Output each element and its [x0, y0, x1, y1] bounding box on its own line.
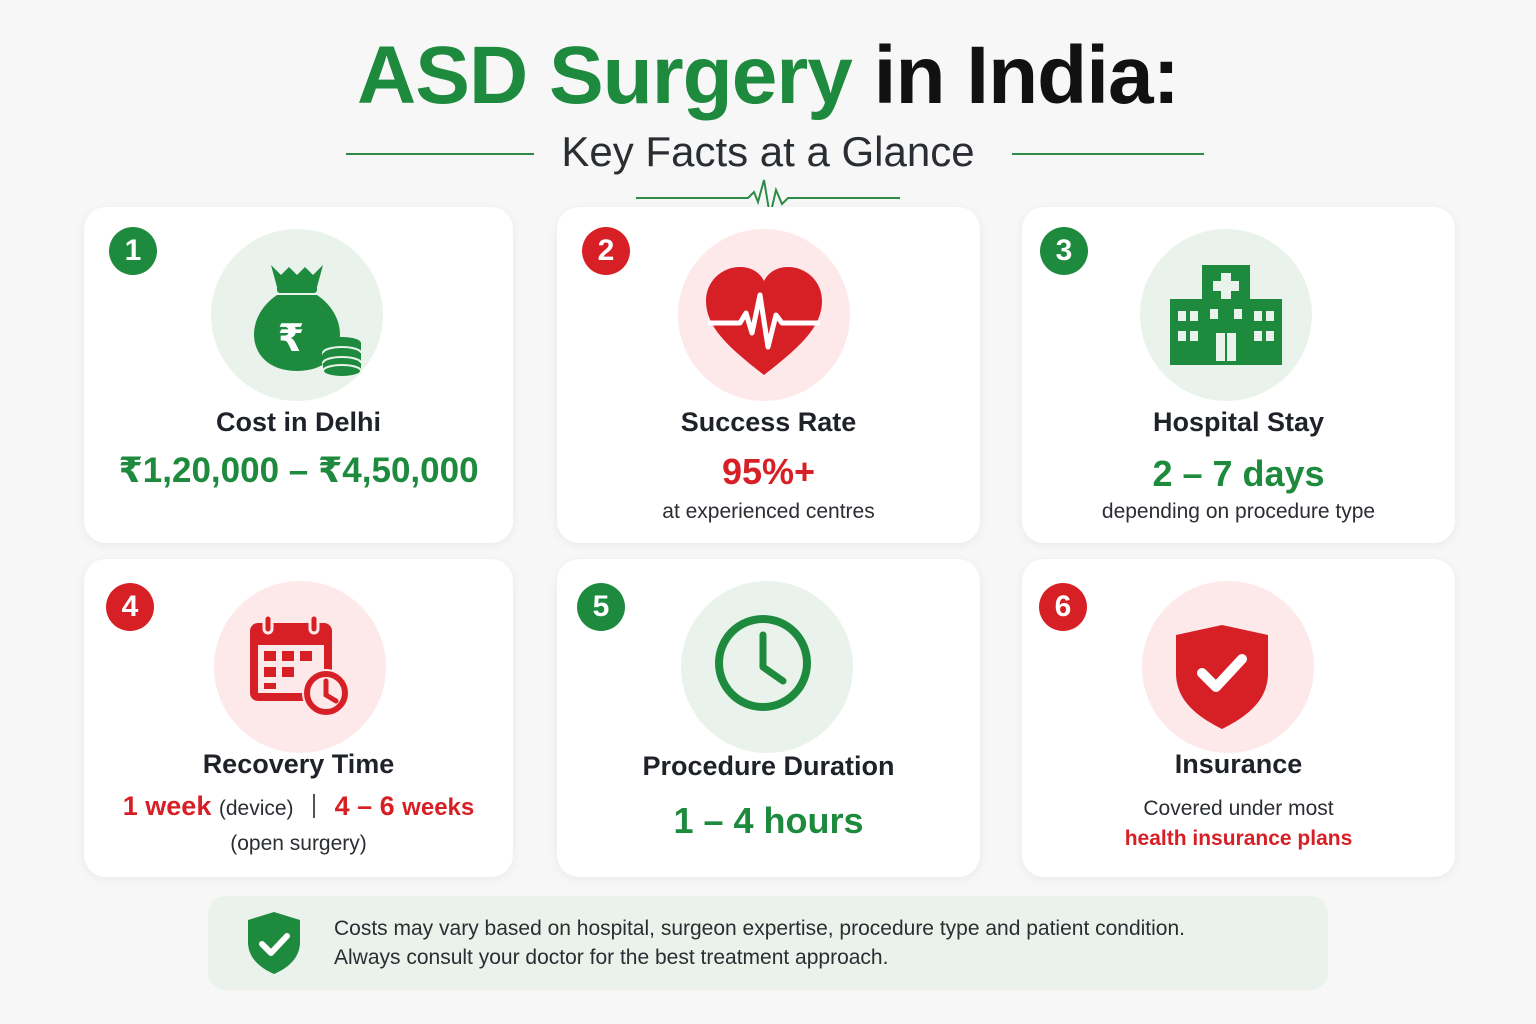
shield-check-icon — [1142, 581, 1314, 753]
recovery-note-open: (open surgery) — [230, 832, 367, 855]
hospital-icon — [1140, 229, 1312, 401]
card-insurance: 6 Insurance Covered under most health in… — [1022, 559, 1455, 877]
subtitle-row: Key Facts at a Glance — [0, 124, 1536, 180]
card-note: depending on procedure type — [1101, 500, 1376, 523]
card-number-badge: 4 — [106, 583, 154, 631]
card-number-badge: 5 — [577, 583, 625, 631]
subtitle-rule-right — [1012, 153, 1204, 155]
recovery-value-open: 4 – 6 — [334, 791, 395, 821]
card-value: ₹1,20,000 – ₹4,50,000 — [118, 451, 479, 490]
recovery-value-device: 1 week — [122, 791, 212, 821]
card-label: Cost in Delhi — [215, 407, 381, 437]
card-label: Recovery Time — [202, 749, 395, 779]
title-dark: in India: — [873, 30, 1180, 121]
title-green: ASD Surgery — [357, 30, 853, 121]
disclaimer-line-1: Costs may vary based on hospital, surgeo… — [334, 917, 1186, 940]
disclaimer-text: Costs may vary based on hospital, surgeo… — [334, 914, 1185, 972]
money-bag-rupee-icon: ₹ — [211, 229, 383, 401]
card-success-rate: 2 Success Rate 95%+ at experienced centr… — [557, 207, 980, 543]
card-cost: 1 ₹ Cost in Delhi ₹1,20,000 – ₹4,50,000 — [84, 207, 513, 543]
card-note: at experienced centres — [662, 500, 875, 523]
card-value: 95%+ — [721, 451, 816, 492]
recovery-value-open-unit: weeks — [402, 794, 475, 821]
clock-icon — [681, 581, 853, 753]
heart-pulse-icon — [678, 229, 850, 401]
card-note: Covered under most — [1143, 797, 1334, 820]
card-hospital-stay: 3 Hospital Stay 2 – 7 days depending on … — [1022, 207, 1455, 543]
card-note-highlight: health insurance plans — [1124, 827, 1353, 850]
disclaimer-line-2: Always consult your doctor for the best … — [334, 946, 889, 969]
card-number-badge: 6 — [1039, 583, 1087, 631]
card-label: Procedure Duration — [642, 751, 895, 781]
shield-check-icon — [248, 912, 300, 974]
card-number-badge: 2 — [582, 227, 630, 275]
heartbeat-line-icon — [636, 179, 900, 217]
card-value: 2 – 7 days — [1152, 453, 1325, 494]
page-title: ASD Surgery in India: — [0, 28, 1536, 124]
calendar-clock-icon — [214, 581, 386, 753]
card-label: Insurance — [1174, 749, 1303, 779]
card-number-badge: 3 — [1040, 227, 1088, 275]
card-label: Success Rate — [680, 407, 857, 437]
subtitle-rule-left — [346, 153, 534, 155]
card-recovery-time: 4 Recovery Time 1 week (device) 4 – 6 we… — [84, 559, 513, 877]
card-number-badge: 1 — [109, 227, 157, 275]
recovery-note-device: (device) — [218, 797, 294, 820]
page-subtitle: Key Facts at a Glance — [561, 128, 975, 175]
divider — [313, 794, 316, 818]
card-procedure-duration: 5 Procedure Duration 1 – 4 hours — [557, 559, 980, 877]
card-value: 1 – 4 hours — [673, 800, 864, 841]
disclaimer-box: Costs may vary based on hospital, surgeo… — [208, 896, 1328, 990]
svg-text:₹: ₹ — [278, 316, 304, 360]
card-label: Hospital Stay — [1152, 407, 1325, 437]
recovery-values: 1 week (device) 4 – 6 weeks — [84, 791, 513, 822]
